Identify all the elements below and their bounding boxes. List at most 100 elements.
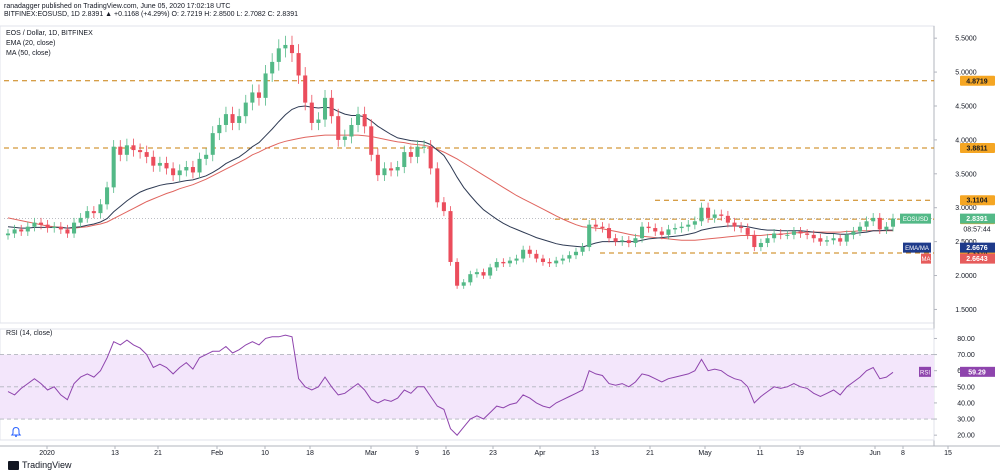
candle-body bbox=[256, 92, 262, 98]
candle bbox=[329, 90, 334, 124]
candle bbox=[653, 223, 658, 236]
candle bbox=[32, 217, 37, 232]
candle-body bbox=[12, 229, 17, 234]
candle-body bbox=[362, 114, 367, 127]
ma-legend[interactable]: MA (50, close) bbox=[6, 50, 51, 57]
time-tick-label: Apr bbox=[535, 450, 547, 457]
candle-body bbox=[864, 221, 869, 227]
candle-body bbox=[217, 124, 222, 134]
candle bbox=[554, 256, 559, 268]
candle-body bbox=[567, 255, 572, 259]
candle bbox=[686, 220, 691, 232]
candle bbox=[884, 222, 889, 234]
candle bbox=[877, 213, 882, 234]
candle bbox=[118, 140, 123, 162]
candle bbox=[818, 233, 823, 246]
ema-line bbox=[7, 105, 893, 248]
candle bbox=[732, 217, 737, 232]
candle bbox=[157, 156, 162, 172]
rsi-line bbox=[7, 334, 894, 436]
candle-body bbox=[124, 145, 129, 155]
candle-body bbox=[494, 261, 499, 268]
candle-body bbox=[303, 75, 308, 103]
candle-body bbox=[818, 238, 823, 242]
candle-body bbox=[389, 168, 394, 171]
rsi-label-name: RSI bbox=[920, 370, 930, 376]
candle-body bbox=[223, 114, 228, 125]
candle bbox=[838, 233, 843, 246]
rsi-tick-label: 80.00 bbox=[957, 336, 975, 343]
level-badge-bg bbox=[960, 195, 995, 206]
candle bbox=[422, 140, 427, 154]
candle-body bbox=[111, 146, 116, 188]
candle bbox=[362, 106, 367, 134]
candle-body bbox=[382, 168, 387, 176]
candle bbox=[217, 117, 222, 141]
candle bbox=[131, 138, 136, 157]
chart-title: EOS / Dollar, 1D, BITFINEX bbox=[6, 30, 93, 37]
candle bbox=[303, 67, 308, 111]
candle-body bbox=[342, 136, 347, 140]
candle bbox=[659, 226, 664, 240]
candle bbox=[263, 64, 268, 106]
rsi-value-bg bbox=[960, 366, 995, 377]
candle bbox=[620, 235, 625, 246]
countdown-label: 08:57:44 bbox=[963, 227, 990, 234]
author-name[interactable]: ranadagger bbox=[4, 3, 40, 10]
candle bbox=[204, 148, 209, 166]
candle-body bbox=[851, 231, 856, 235]
quote-line: BITFINEX:EOSUSD, 1D 2.8391 ▲ +0.1168 (+4… bbox=[4, 11, 298, 18]
alert-bell-icon[interactable] bbox=[10, 426, 22, 438]
candle-body bbox=[441, 202, 446, 212]
candle-body bbox=[296, 53, 301, 76]
candle bbox=[857, 222, 863, 236]
candle bbox=[719, 209, 724, 221]
candle bbox=[395, 160, 400, 177]
candle bbox=[342, 129, 347, 147]
candle-body bbox=[468, 274, 473, 283]
candle-body bbox=[455, 261, 460, 286]
time-tick-label: May bbox=[698, 450, 712, 457]
candle bbox=[798, 226, 803, 238]
candle bbox=[85, 206, 90, 223]
candle-body bbox=[25, 226, 30, 232]
rsi-legend[interactable]: RSI (14, close) bbox=[6, 330, 53, 337]
candle-body bbox=[289, 44, 295, 54]
candle bbox=[494, 258, 499, 271]
candle bbox=[507, 256, 512, 268]
candle bbox=[250, 84, 255, 111]
candle-body bbox=[461, 282, 466, 286]
rsi-tick-label: 40.00 bbox=[957, 400, 975, 407]
rsi-tick-label: 20.00 bbox=[957, 433, 975, 440]
candle bbox=[468, 270, 473, 286]
candle-body bbox=[144, 152, 149, 157]
candle-body bbox=[772, 233, 777, 239]
candle-body bbox=[725, 215, 730, 223]
time-tick-label: 9 bbox=[415, 450, 419, 457]
candle-body bbox=[534, 253, 539, 259]
ema-legend[interactable]: EMA (20, close) bbox=[6, 40, 56, 47]
candle-body bbox=[600, 226, 605, 229]
candle-body bbox=[78, 217, 83, 223]
level-badge-label: 4.8719 bbox=[966, 78, 988, 85]
x-axis: 2020 13 21 Feb 10 18 Mar 9 16 23 Apr 13 21 May 11 19 Jun… bbox=[0, 445, 1000, 457]
candle bbox=[772, 229, 777, 243]
candle bbox=[309, 94, 314, 131]
candle bbox=[521, 245, 526, 263]
candle bbox=[190, 160, 195, 179]
candle bbox=[864, 216, 869, 232]
candle bbox=[402, 145, 407, 174]
candle-body bbox=[745, 228, 750, 235]
publish-header: ranadagger published on TradingView.com,… bbox=[4, 3, 230, 10]
level-badge-label: 3.8811 bbox=[966, 145, 987, 152]
candle bbox=[230, 106, 235, 131]
candle-body bbox=[171, 168, 176, 176]
price-tick-label: 4.0000 bbox=[955, 137, 977, 144]
candle-body bbox=[844, 234, 849, 242]
candle-body bbox=[329, 97, 334, 117]
tradingview-footer[interactable]: TradingView bbox=[8, 460, 72, 470]
candle-body bbox=[164, 162, 169, 169]
candle-body bbox=[19, 229, 24, 232]
brand-name: TradingView bbox=[22, 460, 72, 470]
